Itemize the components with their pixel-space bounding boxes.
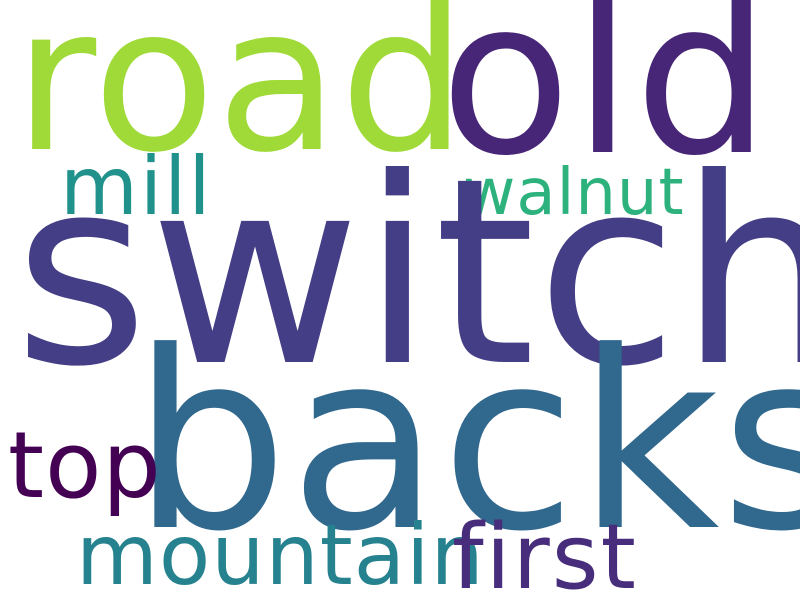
word-top: top bbox=[8, 412, 162, 519]
word-first: first bbox=[452, 505, 638, 600]
word-backs: backs bbox=[132, 300, 800, 586]
word-mountain: mountain bbox=[76, 506, 485, 600]
word-mill: mill bbox=[60, 140, 213, 233]
word-walnut: walnut bbox=[463, 156, 685, 230]
word-road: road bbox=[14, 0, 468, 197]
word-switch: switch bbox=[14, 123, 800, 423]
word-old: old bbox=[440, 0, 773, 203]
